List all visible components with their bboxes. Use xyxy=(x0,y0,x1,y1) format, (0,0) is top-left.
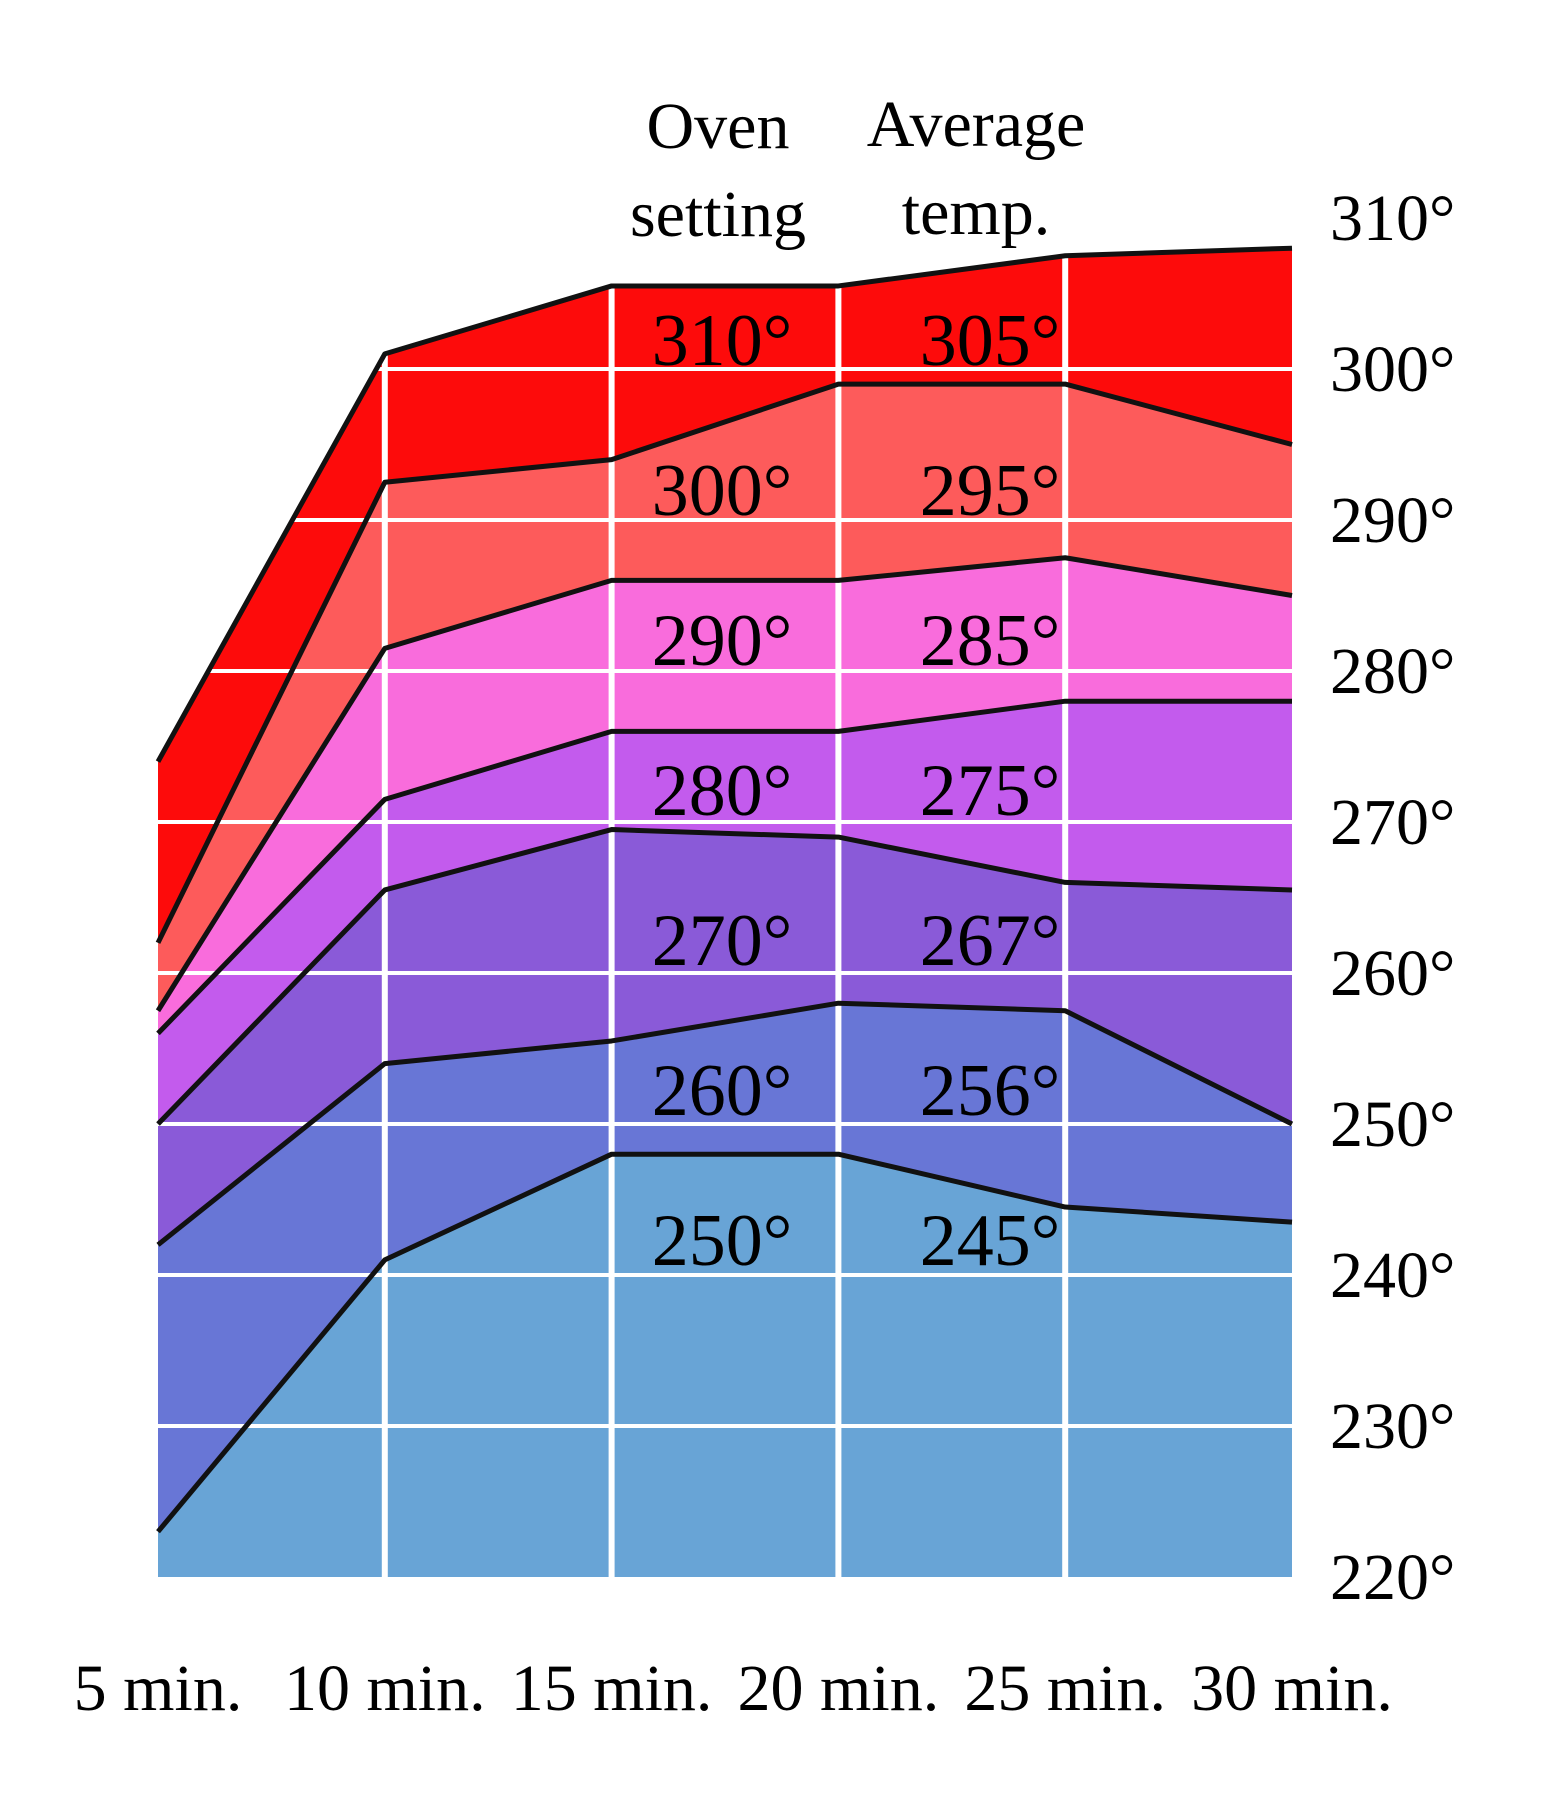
band-label-oven-setting: 300° xyxy=(652,450,793,532)
band-label-oven-setting: 270° xyxy=(652,900,793,982)
series-line-300 xyxy=(155,381,1293,944)
x-tick-label: 30 min. xyxy=(1191,1652,1393,1725)
x-tick-label: 20 min. xyxy=(738,1652,940,1725)
y-tick-label: 290° xyxy=(1330,484,1455,557)
band-label-oven-setting: 250° xyxy=(652,1200,793,1282)
band-label-oven-setting: 280° xyxy=(652,750,793,832)
y-tick-label: 250° xyxy=(1330,1088,1455,1161)
oven-setting-header-line-1: Oven xyxy=(647,90,790,163)
x-tick-label: 5 min. xyxy=(74,1652,243,1725)
x-tick-label: 25 min. xyxy=(964,1652,1166,1725)
series-lines xyxy=(155,245,1294,1534)
band-label-oven-setting: 310° xyxy=(652,300,793,382)
series-line-280 xyxy=(156,698,1292,1036)
oven-setting-header-line-2: setting xyxy=(630,178,806,251)
x-axis-tick-labels: 5 min. 10 min. 15 min. 20 min. 25 min. 30 min… xyxy=(74,1652,1393,1725)
band-label-oven-setting: 260° xyxy=(652,1050,793,1132)
y-tick-label: 220° xyxy=(1330,1541,1455,1614)
column-headers: Oven setting Average temp. xyxy=(630,88,1085,251)
band-label-average-temp: 285° xyxy=(920,600,1061,682)
band-label-average-temp: 295° xyxy=(920,450,1061,532)
band-labels: 250° 245° 260° 256° 270° 267° 280° 275° 290° 285°… xyxy=(652,300,1061,1282)
y-tick-label: 280° xyxy=(1330,635,1455,708)
band-label-average-temp: 305° xyxy=(920,300,1061,382)
y-tick-label: 240° xyxy=(1330,1239,1455,1312)
y-tick-label: 260° xyxy=(1330,937,1455,1010)
y-tick-label: 230° xyxy=(1330,1390,1455,1463)
band-label-average-temp: 275° xyxy=(920,750,1061,832)
series-line-310 xyxy=(155,245,1293,763)
area-layers xyxy=(158,248,1292,1578)
area-band-250 xyxy=(158,1154,1292,1577)
average-temp-header-line-2: temp. xyxy=(902,176,1050,249)
grid-lines xyxy=(158,216,1292,1577)
band-label-average-temp: 267° xyxy=(920,900,1061,982)
y-axis-tick-labels: 220° 230° 240° 250° 260° 270° 280° 290° 300° 310° xyxy=(1330,182,1455,1614)
x-tick-label: 15 min. xyxy=(511,1652,713,1725)
series-line-260 xyxy=(156,1000,1294,1247)
series-line-270 xyxy=(156,827,1293,1126)
band-label-oven-setting: 290° xyxy=(652,600,793,682)
y-tick-label: 270° xyxy=(1330,786,1455,859)
y-tick-label: 310° xyxy=(1330,182,1455,255)
band-label-average-temp: 245° xyxy=(920,1200,1061,1282)
band-label-average-temp: 256° xyxy=(920,1050,1061,1132)
series-line-290 xyxy=(155,555,1293,1013)
x-tick-label: 10 min. xyxy=(284,1652,486,1725)
y-tick-label: 300° xyxy=(1330,333,1455,406)
average-temp-header-line-1: Average xyxy=(867,88,1086,161)
series-line-250 xyxy=(156,1151,1293,1534)
